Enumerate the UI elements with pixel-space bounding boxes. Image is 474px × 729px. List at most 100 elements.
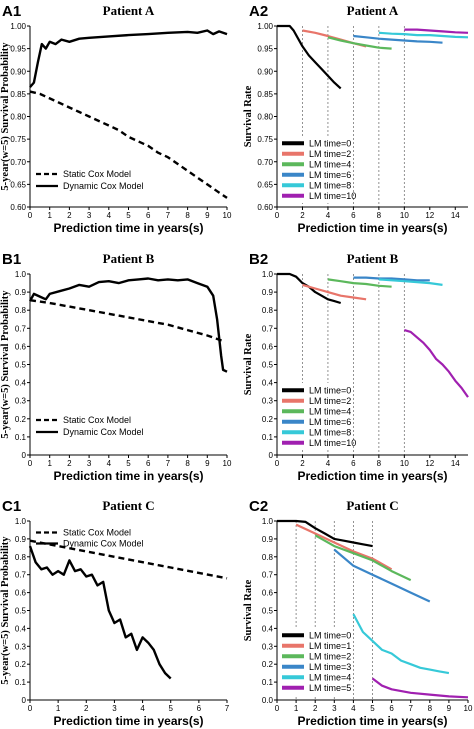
y-tick-label: 0.6 <box>15 589 27 598</box>
legend-label: LM time=6 <box>309 170 351 180</box>
series-line-5 <box>378 31 469 39</box>
x-tick-label: 6 <box>351 459 356 468</box>
panel-title: Patient C <box>102 498 154 513</box>
panel-c2: C2 Patient C 0.0 0.1 0.2 0.3 0.4 0.5 0.6 0.7 0.8 0.… <box>243 498 473 728</box>
y-tick-label: 1.00 <box>10 22 26 31</box>
y-tick-label: 0.90 <box>257 67 273 76</box>
panel-title: Patient A <box>103 3 155 18</box>
series-line-4 <box>353 34 443 44</box>
legend: Static Cox Model Dynamic Cox Model <box>36 169 144 191</box>
x-tick-label: 4 <box>107 211 112 220</box>
series-line-6 <box>404 329 469 398</box>
x-axis-label: Prediction time in years(s) <box>297 714 447 728</box>
y-tick-label: 0.7 <box>15 324 27 333</box>
x-tick-label: 7 <box>166 459 171 468</box>
legend: LM time=0LM time=1LM time=2LM time=3LM t… <box>280 628 351 695</box>
x-axis-label: Prediction time in years(s) <box>53 469 203 483</box>
panel-title: Patient B <box>347 251 399 266</box>
x-tick-label: 1 <box>56 704 61 713</box>
series-line-1 <box>29 299 224 343</box>
panel-label: C1 <box>2 498 21 515</box>
legend-background <box>280 136 344 203</box>
x-tick-label: 10 <box>400 211 409 220</box>
x-tick-label: 8 <box>377 211 382 220</box>
y-tick-label: 0.7 <box>15 571 27 580</box>
x-axis-label: Prediction time in years(s) <box>53 714 203 728</box>
y-tick-label: 0.1 <box>15 678 27 687</box>
y-tick-label: 1.0 <box>15 270 27 279</box>
legend-label: LM time=8 <box>309 180 351 190</box>
x-tick-label: 0 <box>28 211 33 220</box>
y-tick-label: 0.70 <box>10 158 26 167</box>
legend-label: Static Cox Model <box>63 528 131 538</box>
x-tick-label: 2 <box>84 704 89 713</box>
y-tick-label: 0.5 <box>262 607 274 616</box>
x-axis-label: Prediction time in years(s) <box>297 469 447 483</box>
panel-title: Patient C <box>346 498 398 513</box>
y-tick-label: 0.95 <box>257 45 273 54</box>
legend-label: LM time=8 <box>309 427 351 437</box>
x-tick-label: 14 <box>451 211 460 220</box>
x-tick-label: 8 <box>428 704 433 713</box>
x-tick-label: 0 <box>28 704 33 713</box>
legend-label: LM time=10 <box>309 191 356 201</box>
y-tick-label: 0.9 <box>262 535 274 544</box>
y-tick-label: 0.4 <box>15 624 27 633</box>
series-line-5 <box>378 278 443 286</box>
y-tick-label: 1.0 <box>15 517 27 526</box>
series-line-1 <box>277 519 373 548</box>
x-tick-label: 2 <box>67 459 72 468</box>
series-line-2 <box>28 545 172 680</box>
legend-label: LM time=0 <box>309 385 351 395</box>
x-tick-label: 4 <box>326 459 331 468</box>
x-tick-label: 4 <box>326 211 331 220</box>
legend-label: LM time=1 <box>309 641 351 651</box>
y-axis-label: Survival Rate <box>243 333 254 395</box>
y-tick-label: 0.3 <box>262 642 274 651</box>
x-tick-label: 10 <box>464 704 473 713</box>
x-tick-label: 1 <box>47 459 52 468</box>
x-tick-label: 3 <box>87 211 92 220</box>
x-tick-label: 4 <box>351 704 356 713</box>
x-tick-label: 2 <box>313 704 318 713</box>
series-line-6 <box>371 677 469 699</box>
legend-label: Static Cox Model <box>63 415 131 425</box>
x-tick-label: 12 <box>425 459 434 468</box>
legend: Static Cox Model Dynamic Cox Model <box>36 415 144 437</box>
y-tick-label: 0.3 <box>15 642 27 651</box>
legend-label: Dynamic Cox Model <box>63 181 144 191</box>
x-tick-label: 3 <box>332 704 337 713</box>
x-tick-label: 6 <box>351 211 356 220</box>
series-line-2 <box>29 29 228 88</box>
legend-label: Static Cox Model <box>63 169 131 179</box>
series-line-3 <box>327 278 392 288</box>
y-tick-label: 0.8 <box>15 553 27 562</box>
x-tick-label: 9 <box>447 704 452 713</box>
series-line-5 <box>352 613 450 675</box>
series-line-1 <box>277 24 342 90</box>
x-axis-label: Prediction time in years(s) <box>297 221 447 235</box>
x-tick-label: 10 <box>223 211 232 220</box>
y-tick-label: 0.3 <box>262 397 274 406</box>
panel-label: B1 <box>2 251 21 268</box>
legend: LM time=0LM time=2LM time=4LM time=6LM t… <box>280 136 356 203</box>
y-tick-label: 0.80 <box>257 113 273 122</box>
y-axis-label: 5-year(w=5) Survival Probability <box>0 290 11 439</box>
legend-label: LM time=6 <box>309 417 351 427</box>
legend: LM time=0LM time=2LM time=4LM time=6LM t… <box>280 383 356 450</box>
y-axis-label: 5-year(w=5) Survival Probability <box>0 42 11 191</box>
x-tick-label: 5 <box>370 704 375 713</box>
y-tick-label: 0 <box>22 451 27 460</box>
series-line-6 <box>404 28 469 34</box>
legend-label: LM time=2 <box>309 149 351 159</box>
y-tick-label: 0.65 <box>257 180 273 189</box>
series-line-2 <box>302 283 367 301</box>
y-tick-label: 0.9 <box>15 288 27 297</box>
y-tick-label: 0.80 <box>10 113 26 122</box>
x-tick-label: 7 <box>225 704 230 713</box>
y-tick-label: 0.1 <box>262 678 274 687</box>
panel-c1: C1 Patient C 0 0.1 0.2 0.3 0.4 0.5 0.6 0.7 0.8 0.9 1… <box>0 498 230 728</box>
panel-b1: B1 Patient B 0 0.1 0.2 0.3 0.4 0.5 0.6 0.7 0.8 0.9 1… <box>0 251 232 483</box>
y-tick-label: 0.4 <box>262 624 274 633</box>
x-tick-label: 0 <box>28 459 33 468</box>
